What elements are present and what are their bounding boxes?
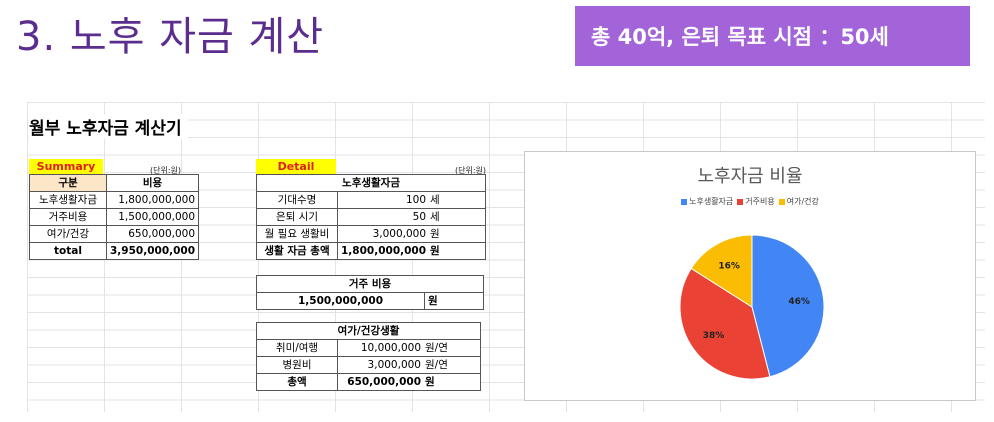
table-row: 기대수명 100 세: [256, 191, 487, 209]
living-cell-unit[interactable]: 원: [429, 225, 487, 243]
summary-label[interactable]: Summary: [29, 159, 103, 174]
living-cell-unit[interactable]: 세: [429, 208, 487, 226]
summary-total-value[interactable]: 3,950,000,000: [105, 242, 200, 260]
slide-title: 3. 노후 자금 계산: [16, 14, 325, 60]
living-cell-value[interactable]: 100: [337, 191, 430, 209]
leisure-cell-value[interactable]: 10,000,000: [337, 339, 424, 357]
legend-label: 여가/건강: [786, 197, 819, 206]
table-row: 거주비용 1,500,000,000: [29, 208, 200, 226]
living-cell-name[interactable]: 기대수명: [256, 191, 338, 209]
leisure-total-label[interactable]: 총액: [256, 373, 338, 391]
table-row: 노후생활자금 1,800,000,000: [29, 191, 200, 209]
leisure-health-table: 여가/건강생활 취미/여행 10,000,000 원/연 병원비 3,000,0…: [256, 322, 481, 391]
table-row: 1,500,000,000 원: [256, 292, 484, 310]
leisure-total-value[interactable]: 650,000,000: [337, 373, 424, 391]
legend-item: 노후생활자금: [681, 196, 733, 207]
housing-value[interactable]: 1,500,000,000: [256, 292, 425, 310]
legend-swatch: [681, 198, 688, 205]
leisure-cell-name[interactable]: 취미/여행: [256, 339, 338, 357]
table-row: 월 필요 생활비 3,000,000 원: [256, 225, 487, 243]
table-row: 거주 비용: [256, 275, 484, 293]
pie-chart[interactable]: 노후자금 비율 노후생활자금 거주비용 여가/건강 46% 38% 16%: [524, 151, 976, 401]
sheet-title[interactable]: 월부 노후자금 계산기: [29, 114, 188, 139]
legend-swatch: [737, 198, 744, 205]
living-table-title[interactable]: 노후생활자금: [255, 174, 487, 192]
living-total-unit[interactable]: 원: [429, 242, 487, 260]
living-cell-value[interactable]: 50: [337, 208, 430, 226]
detail-unit[interactable]: (단위:원): [455, 166, 487, 175]
pie-svg: 46% 38% 16%: [679, 234, 825, 380]
summary-header-cost[interactable]: 비용: [105, 174, 200, 192]
pie-data-label: 46%: [788, 297, 810, 307]
detail-label[interactable]: Detail: [256, 159, 336, 174]
spreadsheet: 월부 노후자금 계산기 Summary (단위:원) 구분 비용 노후생활자금 …: [27, 102, 985, 412]
legend-swatch: [778, 198, 785, 205]
leisure-cell-unit[interactable]: 원/연: [424, 356, 481, 374]
table-row: 생활 자금 총액 1,800,000,000 원: [256, 242, 487, 260]
living-cell-name[interactable]: 은퇴 시기: [256, 208, 338, 226]
summary-table: 구분 비용 노후생활자금 1,800,000,000 거주비용 1,500,00…: [29, 174, 200, 260]
goal-banner: 총 40억, 은퇴 목표 시점 ：50세: [575, 6, 970, 66]
table-row: 구분 비용: [29, 174, 200, 192]
table-row: total 3,950,000,000: [29, 242, 200, 260]
leisure-total-unit[interactable]: 원: [424, 373, 481, 391]
leisure-cell-unit[interactable]: 원/연: [424, 339, 481, 357]
housing-table-title[interactable]: 거주 비용: [256, 275, 484, 293]
summary-cell-value[interactable]: 1,500,000,000: [105, 208, 200, 226]
chart-legend: 노후생활자금 거주비용 여가/건강: [525, 196, 975, 207]
summary-cell-value[interactable]: 650,000,000: [105, 225, 200, 243]
living-expense-table: 노후생활자금 기대수명 100 세 은퇴 시기 50 세 월 필요 생활비 3,…: [255, 174, 487, 260]
table-row: 총액 650,000,000 원: [256, 373, 481, 391]
table-row: 은퇴 시기 50 세: [256, 208, 487, 226]
summary-cell-name[interactable]: 여가/건강: [29, 225, 107, 243]
legend-label: 노후생활자금: [689, 197, 734, 206]
pie-slice-1[interactable]: [751, 234, 825, 378]
living-total-value[interactable]: 1,800,000,000: [337, 242, 430, 260]
summary-cell-name[interactable]: 노후생활자금: [29, 191, 107, 209]
chart-title: 노후자금 비율: [697, 166, 803, 187]
legend-item: 여가/건강: [778, 196, 819, 207]
pie-slice-2[interactable]: [679, 267, 771, 380]
pie-slice-3[interactable]: [690, 234, 753, 308]
table-row: 취미/여행 10,000,000 원/연: [256, 339, 481, 357]
legend-item: 거주비용: [737, 196, 775, 207]
pie-data-label: 16%: [718, 261, 740, 271]
summary-cell-name[interactable]: 거주비용: [29, 208, 107, 226]
living-cell-unit[interactable]: 세: [429, 191, 487, 209]
living-cell-name[interactable]: 월 필요 생활비: [256, 225, 338, 243]
housing-unit[interactable]: 원: [424, 292, 484, 310]
summary-cell-value[interactable]: 1,800,000,000: [105, 191, 200, 209]
summary-header-category[interactable]: 구분: [29, 174, 107, 192]
table-row: 여가/건강 650,000,000: [29, 225, 200, 243]
table-row: 병원비 3,000,000 원/연: [256, 356, 481, 374]
table-row: 노후생활자금: [255, 174, 487, 192]
living-cell-value[interactable]: 3,000,000: [337, 225, 430, 243]
leisure-table-title[interactable]: 여가/건강생활: [256, 322, 481, 340]
living-total-label[interactable]: 생활 자금 총액: [256, 242, 338, 260]
pie-data-label: 38%: [703, 331, 725, 341]
table-row: 여가/건강생활: [256, 322, 481, 340]
housing-cost-table: 거주 비용 1,500,000,000 원: [256, 275, 484, 310]
summary-total-label[interactable]: total: [29, 242, 107, 260]
leisure-cell-value[interactable]: 3,000,000: [337, 356, 424, 374]
summary-unit[interactable]: (단위:원): [150, 166, 182, 175]
leisure-cell-name[interactable]: 병원비: [256, 356, 338, 374]
legend-label: 거주비용: [745, 197, 775, 206]
